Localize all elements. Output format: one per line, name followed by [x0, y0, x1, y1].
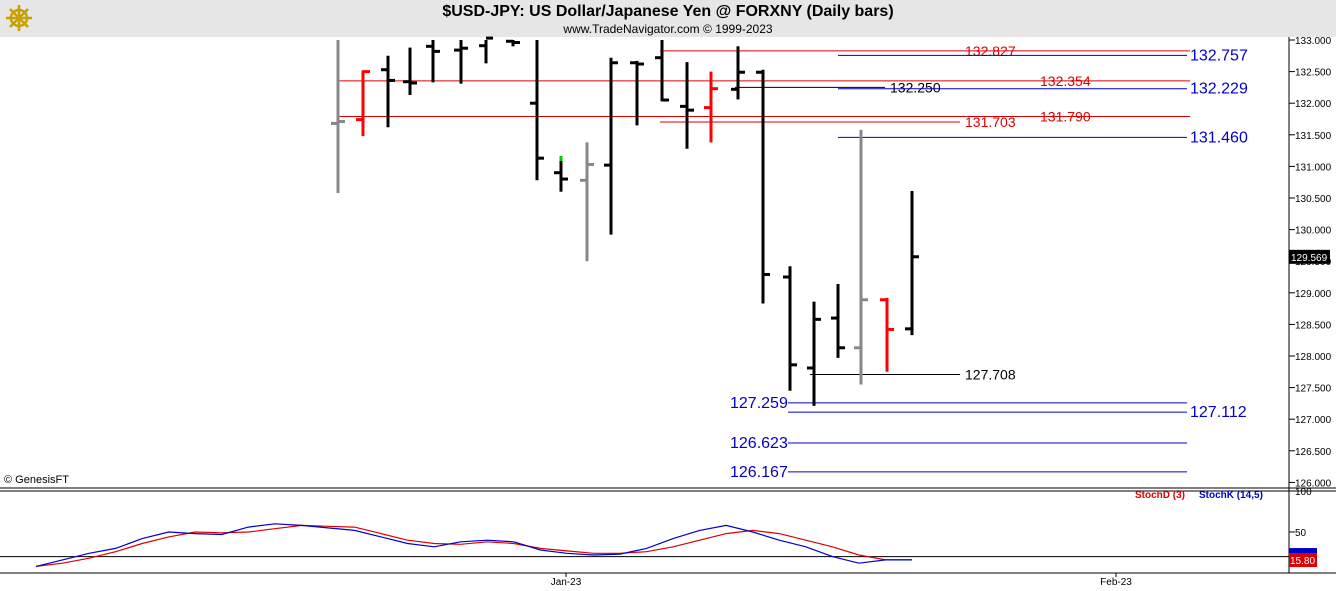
- stoch-last-box-k: [1289, 548, 1317, 554]
- level-label: 127.708: [965, 366, 1016, 382]
- ship-helm-logo-icon: [6, 5, 32, 31]
- stoch-last-label: 15.80: [1290, 556, 1315, 567]
- level-label: 131.790: [1040, 108, 1091, 124]
- price-bars: [331, 36, 919, 406]
- price-tick-label: 132.500: [1295, 68, 1332, 79]
- price-tick-label: 133.000: [1295, 36, 1332, 47]
- level-label: 127.112: [1190, 404, 1247, 421]
- last-price-label: 129.569: [1291, 253, 1328, 264]
- chart-subtitle: www.TradeNavigator.com © 1999-2023: [563, 22, 773, 36]
- level-label: 132.757: [1190, 47, 1248, 64]
- price-tick-label: 128.000: [1295, 352, 1332, 363]
- support-resistance-levels: 132.827 132.757 132.354 132.250 132.229 131.7…: [338, 43, 1248, 481]
- time-tick-label: Jan-23: [551, 577, 582, 588]
- chart-title: $USD-JPY: US Dollar/Japanese Yen @ FORXN…: [442, 3, 894, 20]
- price-tick-label: 129.000: [1295, 289, 1332, 300]
- stoch-series-line: [35, 524, 912, 567]
- price-tick-label: 130.500: [1295, 194, 1332, 205]
- chart-header: $USD-JPY: US Dollar/Japanese Yen @ FORXN…: [0, 0, 1336, 38]
- stoch-tick-label: 100: [1295, 487, 1312, 498]
- last-price-box: [1289, 249, 1330, 264]
- time-tick-label: Feb-23: [1100, 577, 1132, 588]
- level-label: 131.703: [965, 114, 1016, 130]
- stoch-legend-k: StochK (14,5): [1199, 490, 1263, 501]
- level-label: 127.259: [730, 395, 788, 412]
- level-label: 131.460: [1190, 129, 1248, 146]
- level-label: 132.827: [965, 43, 1016, 59]
- price-axis: 133.000 132.500 132.000 131.500 131.000 130.5…: [1289, 36, 1332, 489]
- price-tick-label: 128.500: [1295, 320, 1332, 331]
- level-label: 132.250: [890, 79, 941, 95]
- level-label: 126.167: [730, 464, 788, 481]
- stoch-tick-label: 50: [1295, 528, 1307, 539]
- stochastic-panel: 1005025StochD (3)StochK (14,5)15.80: [0, 487, 1317, 568]
- price-tick-label: 132.000: [1295, 99, 1332, 110]
- stoch-series-line: [35, 523, 912, 567]
- stoch-last-box: [1289, 553, 1317, 568]
- price-tick-label: 126.000: [1295, 478, 1332, 489]
- level-label: 126.623: [730, 435, 788, 452]
- stoch-legend-d: StochD (3): [1135, 490, 1185, 501]
- price-tick-label: 131.500: [1295, 131, 1332, 142]
- price-tick-label: 126.500: [1295, 447, 1332, 458]
- copyright-text: © GenesisFT: [4, 474, 69, 486]
- level-label: 132.229: [1190, 81, 1248, 98]
- time-axis: Jan-23 Feb-23: [551, 573, 1132, 588]
- price-tick-label: 127.500: [1295, 384, 1332, 395]
- level-label: 132.354: [1040, 73, 1091, 89]
- price-tick-label: 131.000: [1295, 162, 1332, 173]
- price-tick-label: 130.000: [1295, 226, 1332, 237]
- price-tick-label: 127.000: [1295, 415, 1332, 426]
